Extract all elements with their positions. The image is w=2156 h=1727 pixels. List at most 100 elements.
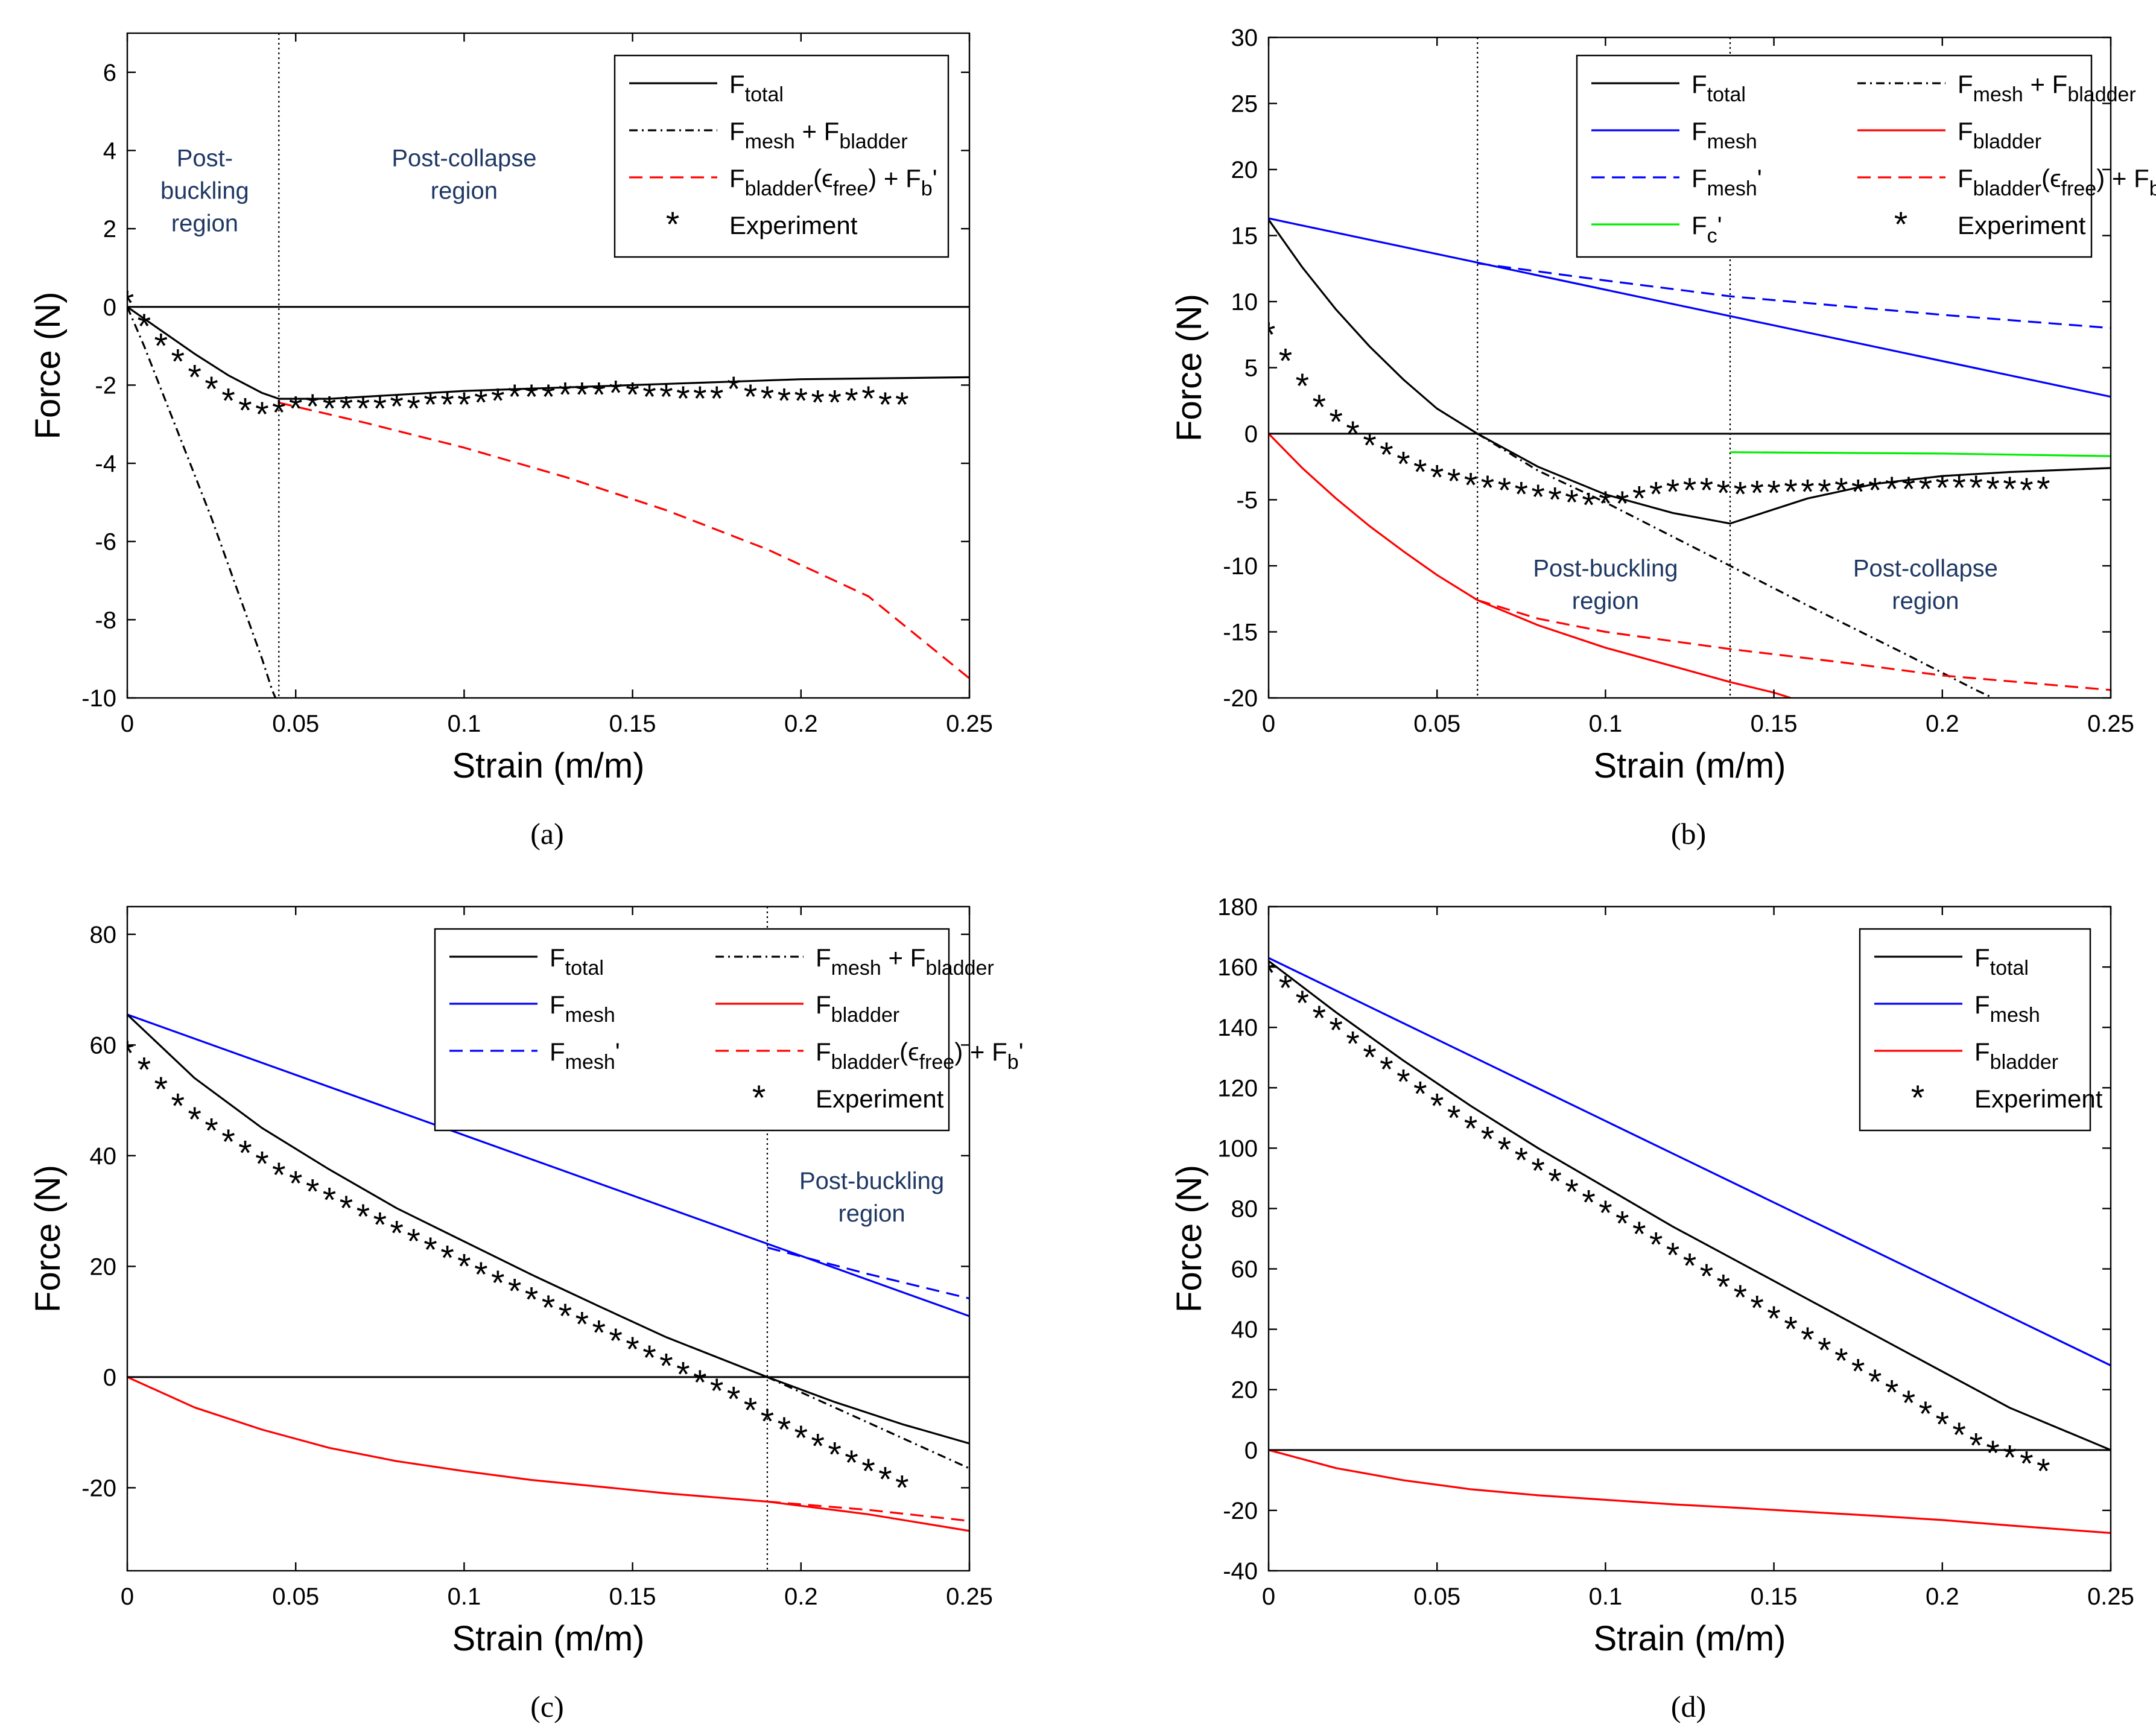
series-line-0 [127, 1013, 969, 1317]
legend-label-2: Fbladder [1974, 1038, 2058, 1074]
experiment-point: * [1717, 1268, 1731, 1307]
experiment-point: * [575, 1305, 589, 1345]
y-tick-label: -40 [1223, 1558, 1258, 1585]
experiment-point: * [811, 384, 825, 423]
experiment-point: * [676, 379, 690, 419]
experiment-point: * [1262, 315, 1276, 355]
experiment-point: * [1279, 969, 1293, 1008]
series-line-3 [1477, 433, 1994, 698]
experiment-point: * [1784, 1310, 1798, 1349]
experiment-point: * [1413, 1074, 1427, 1114]
y-tick-label: 20 [90, 1253, 117, 1280]
experiment-point: * [1430, 458, 1444, 497]
x-tick-label: 0.15 [609, 1583, 656, 1610]
axes-frame [1267, 905, 2112, 1572]
legend-label-4: Fmesh' [1692, 164, 1762, 200]
experiment-point: * [440, 1239, 454, 1278]
experiment-point: * [778, 1410, 791, 1450]
y-tick-label: -10 [1223, 553, 1258, 580]
experiment-point: * [1885, 1374, 1899, 1413]
x-tick-label: 0 [1262, 711, 1275, 737]
experiment-point: * [1919, 1395, 1933, 1434]
axes-frame [126, 905, 971, 1572]
legend-box [1576, 54, 2093, 258]
experiment-point: * [1515, 1141, 1529, 1180]
x-tick-label: 0.1 [448, 711, 481, 737]
experiment-point: * [1885, 470, 1899, 509]
legend-label-3: Experiment [1974, 1085, 2103, 1113]
legend-label-2: Fmesh [550, 990, 615, 1027]
experiment-point: * [1296, 367, 1310, 406]
experiment-point: * [609, 373, 623, 413]
region-label-0: Post-buckling region [1533, 556, 1678, 615]
experiment-point: * [423, 385, 437, 425]
experiment-point: * [845, 1443, 858, 1483]
y-tick-label: 180 [1217, 894, 1258, 921]
experiment-point: * [2020, 1444, 2034, 1483]
experiment-point: * [1380, 1050, 1393, 1089]
series-group: ****************************************… [1262, 217, 2111, 698]
experiment-point: * [440, 385, 454, 425]
x-axis-label: Strain (m/m) [1594, 746, 1786, 785]
x-tick-label: 0.2 [784, 1583, 818, 1610]
legend: Ftotal Fmesh + Fbladder Fmesh Fbladder Fmesh… [434, 928, 1024, 1132]
experiment-point: * [474, 1255, 488, 1294]
experiment-point: * [1599, 1194, 1612, 1233]
experiment-point: * [861, 1452, 875, 1491]
experiment-point: * [744, 1391, 758, 1430]
experiment-point: * [1296, 984, 1310, 1023]
experiment-point: * [1649, 475, 1663, 515]
x-tick-label: 0.15 [1751, 711, 1798, 737]
experiment-point: * [1312, 388, 1326, 427]
experiment-point: * [1515, 475, 1529, 515]
series-line-0 [1269, 217, 2111, 398]
experiment-point: * [659, 1347, 673, 1386]
experiment-point: * [306, 387, 320, 426]
axes-frame [126, 32, 971, 699]
legend-box [434, 928, 950, 1132]
experiment-point: * [542, 378, 556, 417]
x-tick-label: 0.05 [272, 711, 319, 737]
y-tick-label: 15 [1231, 223, 1258, 250]
experiment-point: * [761, 379, 775, 419]
experiment-point: * [121, 284, 135, 323]
experiment-point: * [828, 1435, 842, 1474]
x-tick-label: 0.15 [1751, 1583, 1798, 1610]
experiment-point: * [575, 376, 589, 415]
experiment-point: * [2037, 470, 2050, 509]
series-line-5 [1477, 599, 2111, 691]
experiment-point: * [407, 1222, 420, 1261]
experiment-point: * [559, 376, 572, 415]
experiment-point: * [1902, 1384, 1916, 1423]
experiment-point: * [1346, 1025, 1360, 1064]
y-tick-label: 0 [103, 1364, 116, 1391]
experiment-point: * [255, 1145, 269, 1184]
experiment-point: * [609, 1322, 623, 1361]
y-tick-label: 40 [1231, 1317, 1258, 1343]
experiment-point: * [1666, 1236, 1680, 1275]
legend-label-3: Fbladder [1958, 117, 2041, 153]
x-axis-label: Strain (m/m) [452, 1619, 645, 1658]
experiment-point: * [778, 381, 791, 420]
experiment-point: * [1312, 999, 1326, 1038]
experiment-point: * [1733, 475, 1747, 515]
experiment-point: * [811, 1427, 825, 1466]
experiment-point: * [1868, 1363, 1882, 1402]
experiment-point: * [1447, 462, 1461, 501]
experiment-point: * [1329, 402, 1343, 442]
experiment-point: * [1565, 1173, 1579, 1212]
experiment-point: * [1413, 453, 1427, 492]
series-line-0 [1269, 957, 2111, 1367]
series-line-5 [767, 1500, 969, 1522]
chart-panel-d: * * * * * * * * * * * * * * * * * * * * * * * * * * * * * * * * * * * * * * * *… [1170, 894, 2134, 1723]
x-tick-label: 0.25 [2087, 1583, 2134, 1610]
experiment-point: * [1380, 436, 1393, 475]
experiment-point: * [138, 307, 151, 346]
experiment-point: * [1733, 1278, 1747, 1317]
experiment-point: * [2037, 1452, 2050, 1491]
experiment-point: * [1363, 1038, 1377, 1077]
experiment-point: * [693, 1363, 707, 1402]
experiment-point: * [1615, 484, 1629, 524]
experiment-point: * [1700, 1257, 1714, 1296]
